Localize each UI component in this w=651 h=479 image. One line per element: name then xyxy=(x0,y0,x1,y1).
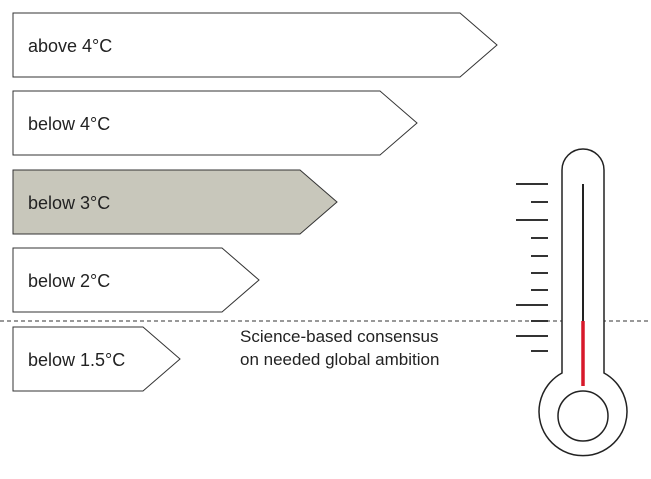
arrow-shape xyxy=(12,326,181,392)
level-arrow-below-3: below 3°C xyxy=(12,169,338,235)
arrow-label: below 2°C xyxy=(28,271,110,291)
arrow-label: below 1.5°C xyxy=(28,350,125,370)
thermometer-icon xyxy=(516,148,628,457)
level-arrow-below-1-5: below 1.5°C xyxy=(12,326,181,392)
consensus-note-line1: Science-based consensus xyxy=(240,327,438,346)
arrow-shape xyxy=(12,247,260,313)
level-arrow-above-4: above 4°C xyxy=(12,12,498,78)
arrow-shape xyxy=(12,12,498,78)
arrow-label: above 4°C xyxy=(28,36,112,56)
arrow-label: below 4°C xyxy=(28,114,110,134)
arrow-shape xyxy=(12,169,338,235)
level-arrow-below-2: below 2°C xyxy=(12,247,260,313)
thermometer-scale-ticks xyxy=(516,183,548,352)
consensus-note-line2: on needed global ambition xyxy=(240,350,439,369)
level-arrow-below-4: below 4°C xyxy=(12,90,418,156)
arrow-label: below 3°C xyxy=(28,193,110,213)
thermometer-bulb xyxy=(557,390,609,442)
arrow-shape xyxy=(12,90,418,156)
